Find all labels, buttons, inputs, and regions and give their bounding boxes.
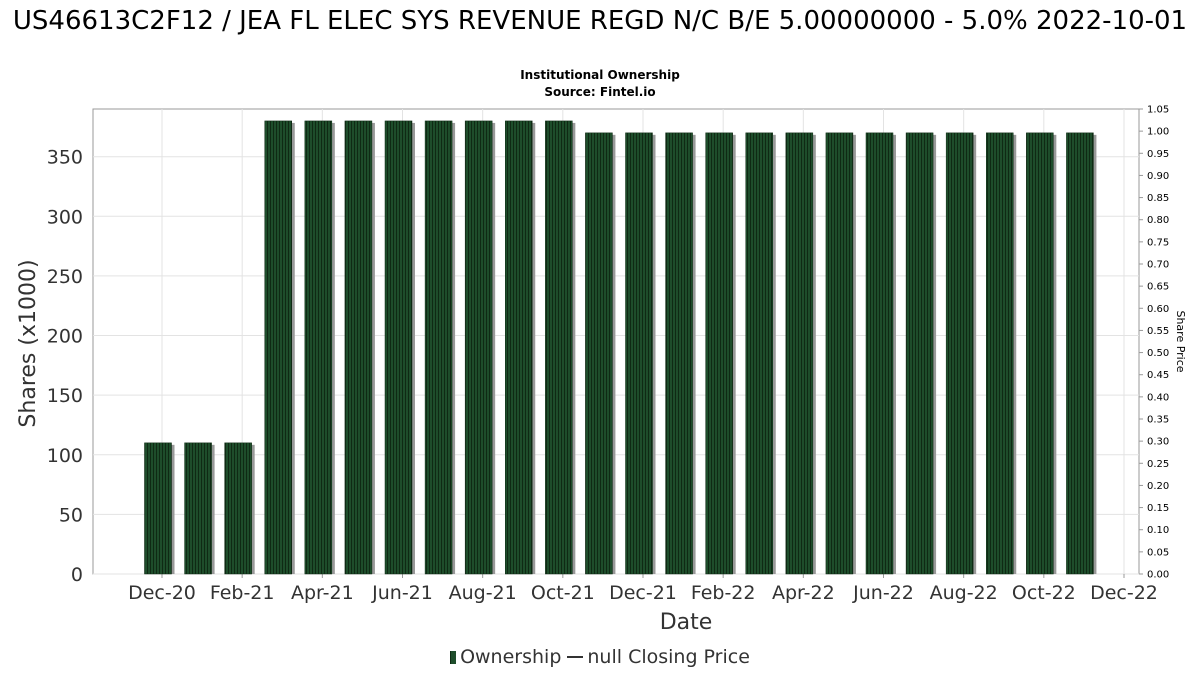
y2-tick-label: 0.80	[1147, 215, 1169, 226]
y2-tick-label: 0.30	[1147, 437, 1169, 448]
ownership-bar	[384, 120, 413, 575]
ownership-bar	[424, 120, 453, 575]
y2-tick-label: 0.20	[1147, 481, 1169, 492]
y2-tick-label: 0.55	[1147, 326, 1169, 337]
ownership-bar	[184, 442, 212, 575]
ownership-bar	[545, 120, 573, 575]
ownership-bar	[665, 132, 693, 575]
ownership-bar	[1066, 132, 1094, 575]
ownership-bar	[344, 120, 373, 575]
price-legend-label: null Closing Price	[587, 646, 750, 668]
y-tick-label: 0	[71, 564, 83, 586]
ownership-bar	[224, 442, 252, 575]
y-axis-label: Shares (x1000)	[16, 259, 41, 427]
y2-axis-label: Share Price	[1174, 310, 1187, 372]
ownership-bar	[505, 120, 533, 575]
ownership-legend-label: Ownership	[460, 646, 562, 668]
y2-tick-label: 0.40	[1147, 392, 1169, 403]
x-axis-label: Date	[660, 610, 713, 635]
ownership-bar	[464, 120, 493, 575]
y2-tick-label: 0.85	[1147, 193, 1169, 204]
chart-legend: Ownership null Closing Price	[0, 646, 1200, 668]
ownership-bar	[945, 132, 974, 575]
x-tick-label: Feb-22	[691, 582, 756, 604]
x-tick-label: Dec-22	[1090, 582, 1158, 604]
y-tick-label: 100	[47, 445, 83, 467]
y2-tick-label: 0.70	[1147, 260, 1169, 271]
ownership-bar	[865, 132, 894, 575]
y-tick-label: 250	[47, 266, 83, 288]
ownership-bar	[785, 132, 814, 575]
ownership-legend-swatch	[450, 651, 457, 664]
ownership-bar	[304, 120, 333, 575]
y2-tick-label: 0.00	[1147, 570, 1169, 581]
y2-tick-label: 0.45	[1147, 370, 1169, 381]
chart-title: US46613C2F12 / JEA FL ELEC SYS REVENUE R…	[12, 6, 1188, 36]
chart-source: Source: Fintel.io	[544, 85, 656, 99]
y2-tick-label: 0.15	[1147, 503, 1169, 514]
ownership-bar	[745, 132, 773, 575]
y2-tick-label: 1.05	[1147, 105, 1169, 116]
x-tick-label: Jun-21	[371, 582, 433, 604]
ownership-bar	[905, 132, 934, 575]
ownership-bar	[1026, 132, 1054, 575]
x-tick-label: Oct-22	[1012, 582, 1076, 604]
y2-tick-label: 1.00	[1147, 127, 1169, 138]
y-tick-label: 350	[47, 147, 83, 169]
y2-tick-label: 0.90	[1147, 171, 1169, 182]
y-tick-label: 50	[59, 504, 83, 526]
x-tick-label: Apr-21	[291, 582, 354, 604]
y2-tick-label: 0.05	[1147, 547, 1169, 558]
ownership-bar	[264, 120, 292, 575]
x-tick-label: Oct-21	[531, 582, 595, 604]
x-tick-label: Dec-21	[609, 582, 677, 604]
x-tick-label: Aug-22	[930, 582, 998, 604]
y2-tick-label: 0.60	[1147, 304, 1169, 315]
ownership-bar	[825, 132, 854, 575]
y2-tick-label: 0.50	[1147, 348, 1169, 359]
x-tick-label: Feb-21	[210, 582, 275, 604]
y2-tick-label: 0.95	[1147, 149, 1169, 160]
y2-tick-label: 0.75	[1147, 237, 1169, 248]
ownership-bar	[585, 132, 613, 575]
y-tick-label: 300	[47, 206, 83, 228]
chart-subtitle: Institutional Ownership	[520, 68, 680, 82]
ownership-bar	[144, 442, 172, 575]
price-legend-line	[567, 656, 584, 658]
x-tick-label: Aug-21	[449, 582, 517, 604]
ownership-bar	[625, 132, 653, 575]
y2-tick-label: 0.25	[1147, 459, 1169, 470]
x-tick-label: Apr-22	[772, 582, 835, 604]
y2-tick-label: 0.35	[1147, 415, 1169, 426]
ownership-bar	[705, 132, 733, 575]
y2-tick-label: 0.65	[1147, 282, 1169, 293]
x-tick-label: Dec-20	[128, 582, 196, 604]
y2-tick-label: 0.10	[1147, 525, 1169, 536]
x-tick-label: Jun-22	[852, 582, 914, 604]
y-tick-label: 150	[47, 385, 83, 407]
ownership-bar	[986, 132, 1014, 575]
y-tick-label: 200	[47, 326, 83, 348]
